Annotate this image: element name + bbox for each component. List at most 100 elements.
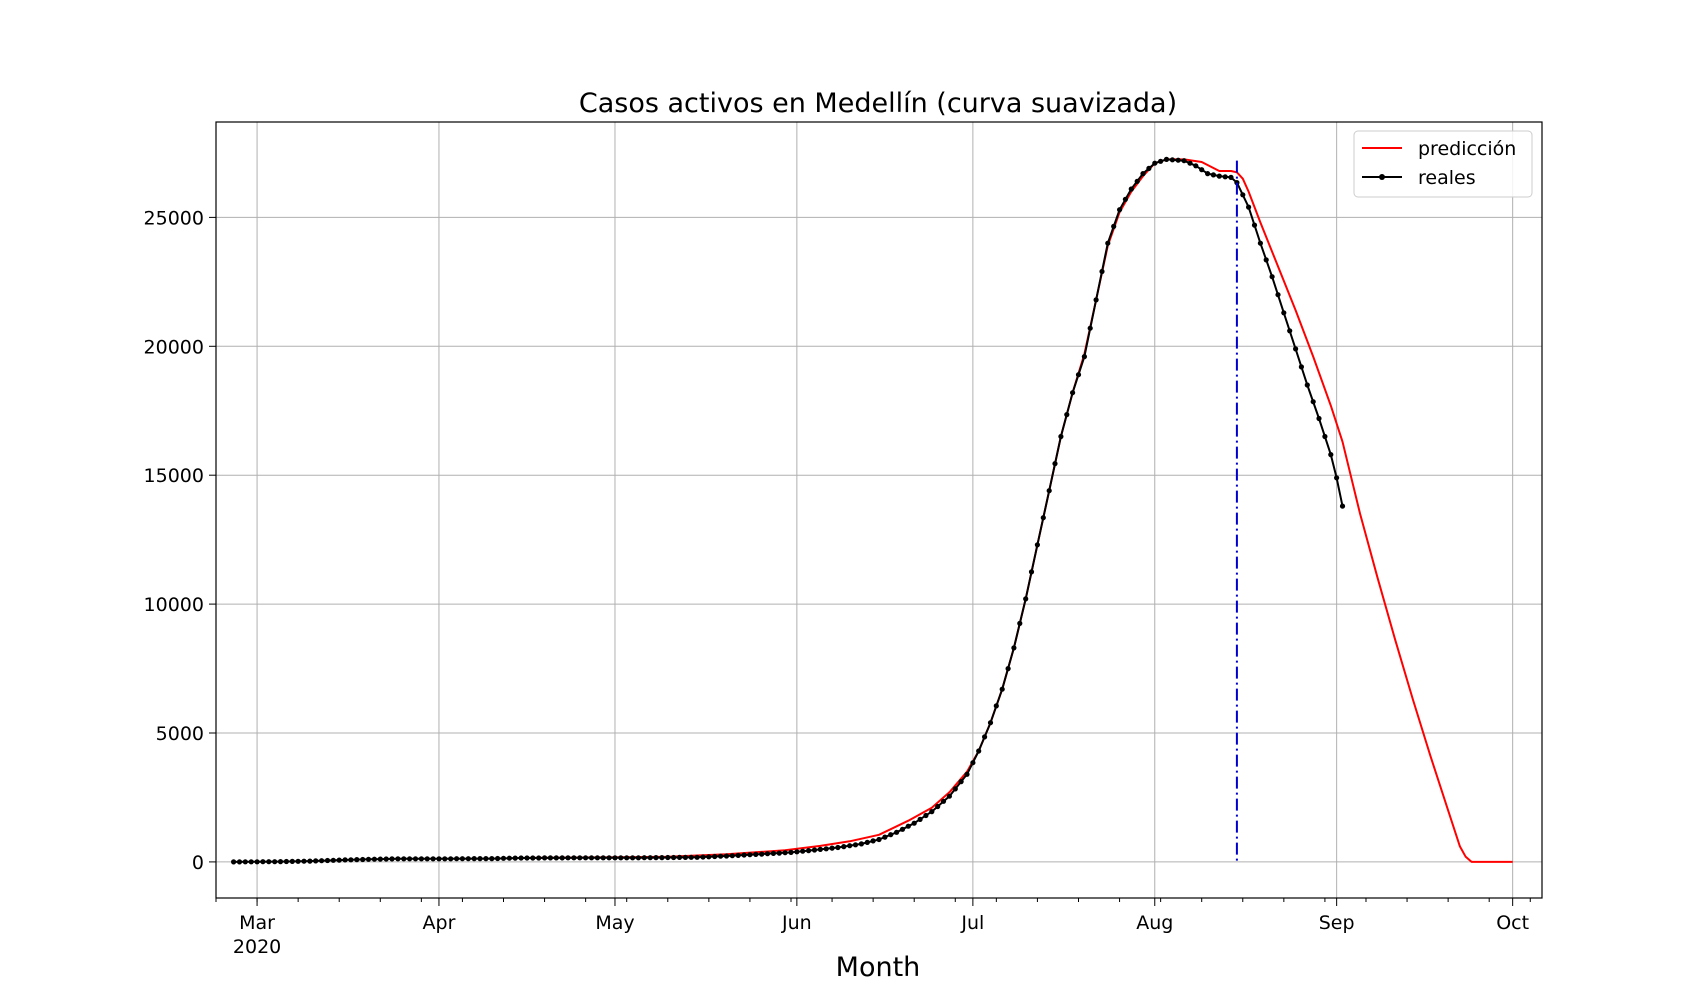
data-point [929,809,935,815]
y-tick-label: 15000 [144,465,204,487]
data-point [1199,167,1205,173]
data-point [524,855,530,861]
y-tick-label: 0 [192,852,204,874]
data-point [1099,268,1105,275]
data-point [952,786,958,792]
grid-lines [216,122,1542,898]
data-point [1040,515,1046,521]
x-tick-label: Apr [423,912,456,934]
data-point [1028,569,1035,575]
data-point [1046,488,1052,494]
data-point [418,856,424,862]
data-point [1328,452,1334,458]
data-point [759,851,765,857]
data-point [500,855,507,861]
data-point [624,855,630,861]
data-point [412,856,419,862]
data-point [518,855,524,861]
data-point [577,855,583,861]
data-point [829,845,835,851]
data-point [1105,240,1111,246]
data-point [876,836,882,843]
x-tick-label: Oct [1496,912,1529,934]
data-point [770,850,777,857]
data-point [982,734,988,740]
data-point [600,855,606,861]
data-point [336,857,342,863]
data-point [1158,158,1164,164]
data-point [489,856,495,862]
data-point [723,853,730,859]
x-tick-label: Aug [1136,912,1173,934]
data-point [1111,223,1117,229]
data-point [342,857,348,863]
data-point [1081,354,1087,360]
data-point [1322,433,1328,440]
data-point [283,858,289,865]
data-point [295,858,301,864]
data-point [1117,207,1123,213]
data-point [870,838,876,844]
data-point [459,856,465,862]
y-tick-label: 20000 [144,336,204,358]
x-tick-label: Jul [960,912,984,934]
data-point [1310,399,1316,405]
data-point [764,851,771,857]
data-point [946,793,953,799]
data-point [712,853,718,860]
data-point [1263,257,1269,263]
data-point [530,855,536,861]
data-point [864,839,870,846]
data-point [448,856,454,862]
data-point [407,856,413,862]
data-point [272,859,278,865]
data-point [700,854,706,860]
data-point [542,855,548,861]
data-point [1281,310,1287,316]
data-point [847,843,853,849]
data-point [888,832,894,838]
data-point [659,855,665,861]
data-point [1134,178,1140,184]
series-line-prediccion [521,158,1513,863]
data-point [1275,292,1281,298]
data-point [706,854,712,860]
y-tick-label: 5000 [156,723,204,745]
data-point [471,856,477,862]
data-point [430,856,436,862]
data-point [1316,415,1322,422]
data-point [618,855,624,861]
data-point [383,856,389,862]
data-point [360,856,366,863]
data-point [894,829,900,835]
legend-label-reales: reales [1418,167,1476,189]
data-point [694,854,700,860]
data-point [236,859,243,865]
plot-frame [215,121,1543,899]
data-point [682,854,689,861]
data-point [999,686,1005,692]
data-point [1251,222,1258,228]
data-point [1163,156,1170,162]
data-point [512,855,518,861]
data-point [1169,157,1175,163]
data-point [806,848,812,854]
data-point [1140,171,1146,177]
data-point [553,855,559,861]
data-point [835,844,841,851]
data-point [1246,204,1252,210]
data-point [665,854,671,861]
y-tick-label: 25000 [144,207,204,229]
data-point [1205,171,1211,177]
data-point [923,812,929,819]
data-point [987,720,994,726]
data-point [1023,596,1029,602]
data-point [1222,174,1228,180]
data-point [465,856,471,862]
data-point [976,748,982,754]
data-point [330,857,336,863]
data-point [395,856,401,862]
data-point [483,856,489,862]
data-point [911,820,917,826]
data-point [242,859,248,865]
